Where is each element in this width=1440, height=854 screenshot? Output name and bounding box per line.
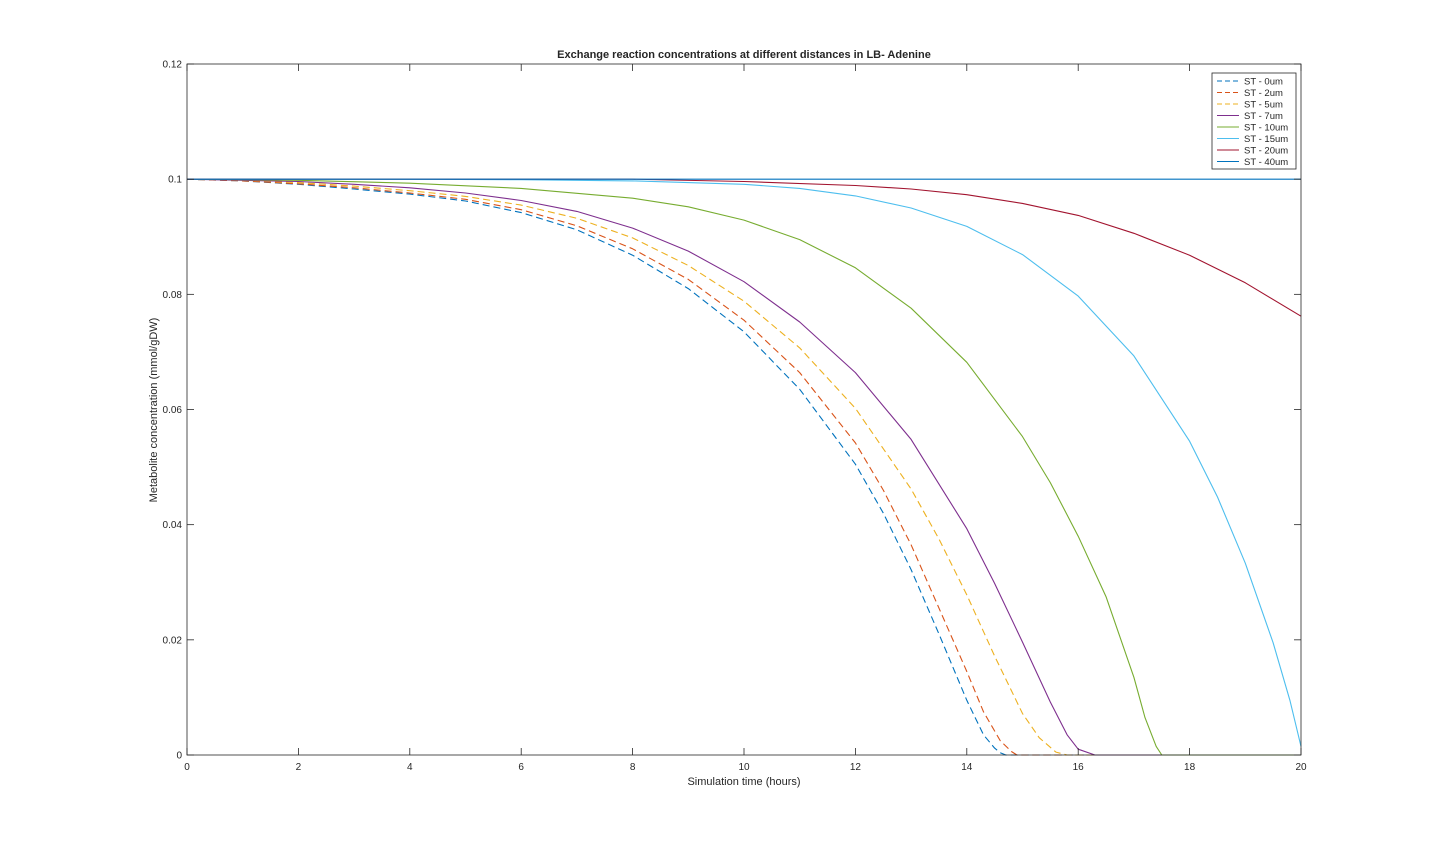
legend-box xyxy=(1211,72,1297,170)
x-tick-label: 16 xyxy=(1073,762,1085,773)
legend-label: ST - 5um xyxy=(1244,100,1283,111)
plot-area xyxy=(186,178,1302,756)
legend-label: ST - 2um xyxy=(1244,88,1283,99)
legend-label: ST - 7um xyxy=(1244,111,1283,122)
y-tick-label: 0 xyxy=(176,751,182,762)
x-tick-label: 0 xyxy=(184,762,190,773)
x-tick-label: 8 xyxy=(630,762,636,773)
legend-label: ST - 20um xyxy=(1244,146,1288,157)
y-tick-label: 0.04 xyxy=(163,520,183,531)
legend-label: ST - 40um xyxy=(1244,157,1288,168)
x-tick-label: 6 xyxy=(518,762,524,773)
y-tick-label: 0.02 xyxy=(163,635,183,646)
x-tick-label: 20 xyxy=(1295,762,1307,773)
y-tick-label: 0.06 xyxy=(163,405,183,416)
series-line-2 xyxy=(186,178,1301,756)
x-axis-label: Simulation time (hours) xyxy=(687,776,800,788)
y-axis-label: Metabolite concentration (mmol/gDW) xyxy=(148,318,160,503)
axes: 0 2 4 6 8 10 12 14 16 18 20 0 0.02 0.04 0.06 0.08 0.1 0.1… xyxy=(163,60,1307,774)
x-tick-label: 18 xyxy=(1184,762,1196,773)
x-tick-label: 14 xyxy=(961,762,973,773)
series-line-3 xyxy=(186,178,1301,756)
legend-label: ST - 10um xyxy=(1244,123,1288,134)
series-line-4 xyxy=(186,178,1301,756)
x-tick-label: 2 xyxy=(296,762,302,773)
x-tick-label: 12 xyxy=(850,762,862,773)
chart-title: Exchange reaction concentrations at diff… xyxy=(557,49,931,61)
y-tick-label: 0.12 xyxy=(163,60,183,71)
legend-label: ST - 15um xyxy=(1244,134,1288,145)
x-tick-label: 10 xyxy=(738,762,750,773)
series-line-1 xyxy=(186,178,1301,756)
y-tick-label: 0.1 xyxy=(168,175,182,186)
series-line-5 xyxy=(186,178,1301,756)
x-tick-label: 4 xyxy=(407,762,413,773)
legend-label: ST - 0um xyxy=(1244,77,1283,88)
y-tick-label: 0.08 xyxy=(163,290,183,301)
